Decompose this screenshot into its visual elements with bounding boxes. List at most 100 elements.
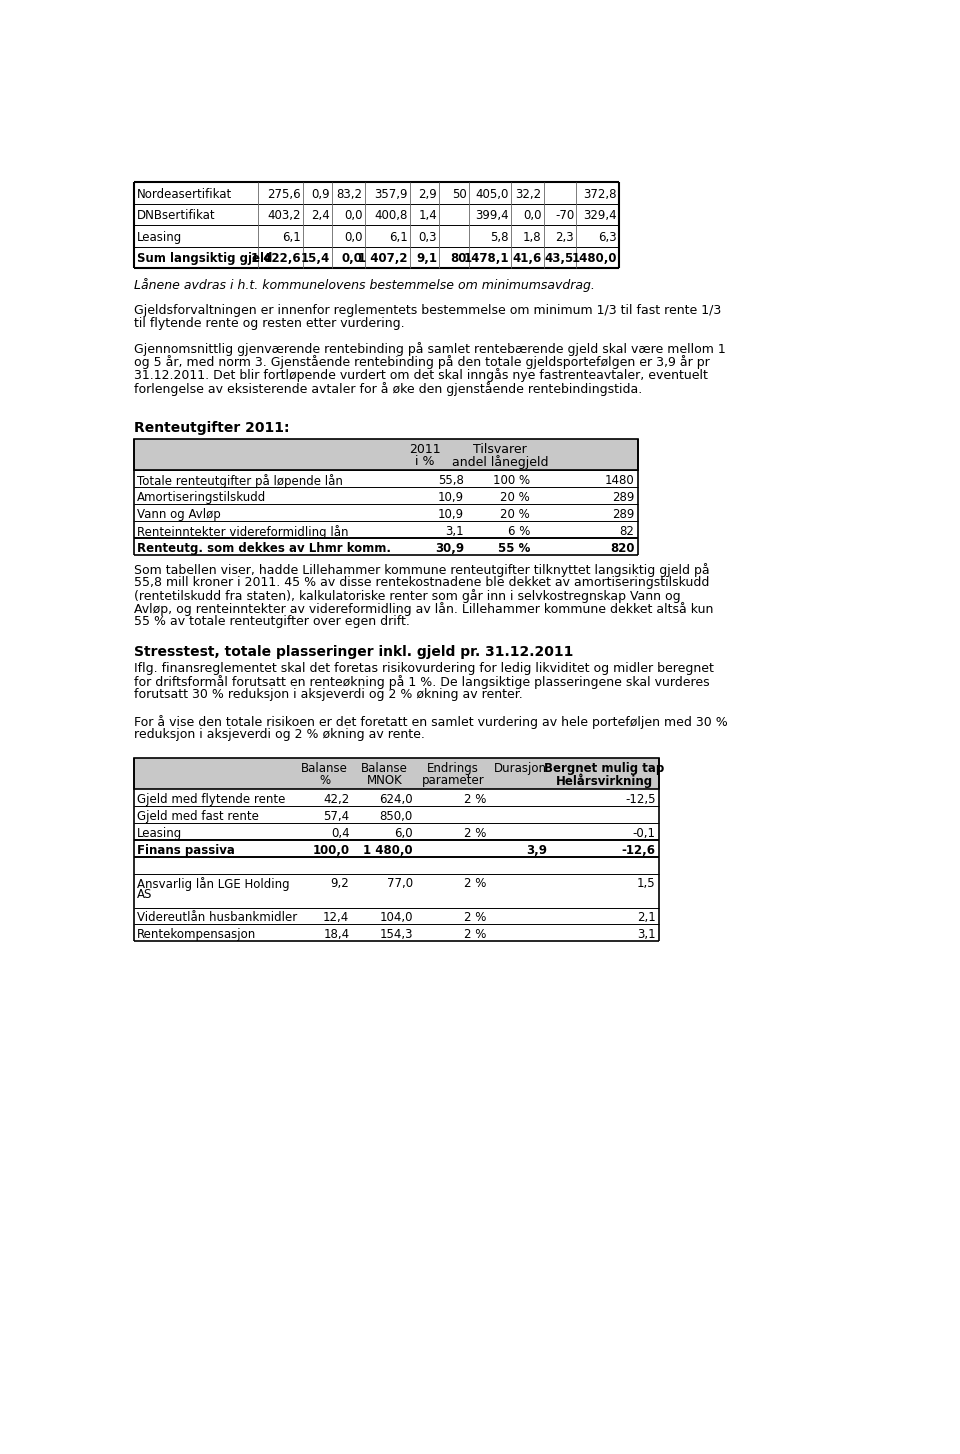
Text: 2 %: 2 % xyxy=(465,878,487,890)
Text: Bergnet mulig tap: Bergnet mulig tap xyxy=(544,762,664,775)
Text: Balanse: Balanse xyxy=(301,762,348,775)
Text: %: % xyxy=(319,774,330,787)
Text: 2,3: 2,3 xyxy=(556,231,574,244)
Text: 820: 820 xyxy=(611,542,635,555)
Text: Gjeld med fast rente: Gjeld med fast rente xyxy=(137,810,259,823)
Text: 289: 289 xyxy=(612,507,635,521)
Text: Tilsvarer: Tilsvarer xyxy=(473,443,527,457)
Text: 31.12.2011. Det blir fortløpende vurdert om det skal inngås nye fastrenteavtaler: 31.12.2011. Det blir fortløpende vurdert… xyxy=(134,368,708,382)
Text: 0,0: 0,0 xyxy=(342,252,363,265)
Text: 624,0: 624,0 xyxy=(379,792,413,806)
Text: 42,2: 42,2 xyxy=(324,792,349,806)
Text: 0,4: 0,4 xyxy=(331,827,349,839)
Text: 1 480,0: 1 480,0 xyxy=(363,843,413,856)
Text: 154,3: 154,3 xyxy=(379,928,413,941)
Text: 6 %: 6 % xyxy=(508,525,530,538)
Bar xyxy=(134,439,637,470)
Text: 399,4: 399,4 xyxy=(475,209,509,222)
Bar xyxy=(134,758,659,790)
Text: parameter: parameter xyxy=(421,774,484,787)
Text: DNBsertifikat: DNBsertifikat xyxy=(137,209,216,222)
Text: 104,0: 104,0 xyxy=(379,912,413,925)
Text: 403,2: 403,2 xyxy=(267,209,300,222)
Text: Leasing: Leasing xyxy=(137,827,182,839)
Text: 55 % av totale renteutgifter over egen drift.: 55 % av totale renteutgifter over egen d… xyxy=(134,615,410,628)
Text: 275,6: 275,6 xyxy=(267,188,300,201)
Text: Leasing: Leasing xyxy=(137,231,182,244)
Text: 1 407,2: 1 407,2 xyxy=(358,252,408,265)
Text: og 5 år, med norm 3. Gjenstående rentebinding på den totale gjeldsportefølgen er: og 5 år, med norm 3. Gjenstående rentebi… xyxy=(134,355,709,369)
Text: 100,0: 100,0 xyxy=(312,843,349,856)
Text: 400,8: 400,8 xyxy=(374,209,408,222)
Text: Stresstest, totale plasseringer inkl. gjeld pr. 31.12.2011: Stresstest, totale plasseringer inkl. gj… xyxy=(134,646,573,659)
Text: 9,2: 9,2 xyxy=(330,878,349,890)
Text: 0,0: 0,0 xyxy=(344,209,363,222)
Text: For å vise den totale risikoen er det foretatt en samlet vurdering av hele porte: For å vise den totale risikoen er det fo… xyxy=(134,715,728,728)
Text: 10,9: 10,9 xyxy=(438,507,464,521)
Text: Durasjon: Durasjon xyxy=(493,762,546,775)
Text: Lånene avdras i h.t. kommunelovens bestemmelse om minimumsavdrag.: Lånene avdras i h.t. kommunelovens beste… xyxy=(134,278,595,292)
Text: 2,9: 2,9 xyxy=(419,188,437,201)
Text: 1480: 1480 xyxy=(605,474,635,487)
Text: (rentetilskudd fra staten), kalkulatoriske renter som går inn i selvkostregnskap: (rentetilskudd fra staten), kalkulatoris… xyxy=(134,589,681,603)
Text: Totale renteutgifter på løpende lån: Totale renteutgifter på løpende lån xyxy=(137,474,343,489)
Text: 9,1: 9,1 xyxy=(416,252,437,265)
Text: 2 %: 2 % xyxy=(465,827,487,839)
Text: 1,4: 1,4 xyxy=(419,209,437,222)
Text: -12,6: -12,6 xyxy=(621,843,656,856)
Text: Gjeld med flytende rente: Gjeld med flytende rente xyxy=(137,792,285,806)
Text: Helårsvirkning: Helårsvirkning xyxy=(556,774,653,788)
Text: 6,0: 6,0 xyxy=(395,827,413,839)
Text: Gjeldsforvaltningen er innenfor reglementets bestemmelse om minimum 1/3 til fast: Gjeldsforvaltningen er innenfor reglemen… xyxy=(134,304,721,317)
Text: 80: 80 xyxy=(450,252,467,265)
Text: 6,1: 6,1 xyxy=(389,231,408,244)
Text: 0,3: 0,3 xyxy=(419,231,437,244)
Text: 2011: 2011 xyxy=(409,443,441,457)
Text: 2,1: 2,1 xyxy=(636,912,656,925)
Text: 357,9: 357,9 xyxy=(374,188,408,201)
Text: 55 %: 55 % xyxy=(497,542,530,555)
Text: 41,6: 41,6 xyxy=(513,252,541,265)
Text: 1,5: 1,5 xyxy=(636,878,656,890)
Text: 3,1: 3,1 xyxy=(636,928,656,941)
Text: 2 %: 2 % xyxy=(465,792,487,806)
Text: AS: AS xyxy=(137,888,153,901)
Text: 1480,0: 1480,0 xyxy=(571,252,616,265)
Text: 10,9: 10,9 xyxy=(438,491,464,505)
Text: Rentekompensasjon: Rentekompensasjon xyxy=(137,928,256,941)
Text: 6,1: 6,1 xyxy=(282,231,300,244)
Text: 50: 50 xyxy=(451,188,467,201)
Text: Som tabellen viser, hadde Lillehammer kommune renteutgifter tilknyttet langsikti: Som tabellen viser, hadde Lillehammer ko… xyxy=(134,563,709,577)
Text: reduksjon i aksjeverdi og 2 % økning av rente.: reduksjon i aksjeverdi og 2 % økning av … xyxy=(134,728,425,742)
Text: 12,4: 12,4 xyxy=(324,912,349,925)
Text: 0,9: 0,9 xyxy=(311,188,330,201)
Text: 2 %: 2 % xyxy=(465,912,487,925)
Text: andel lånegjeld: andel lånegjeld xyxy=(452,455,548,468)
Text: Vann og Avløp: Vann og Avløp xyxy=(137,507,221,521)
Text: Finans passiva: Finans passiva xyxy=(137,843,235,856)
Text: forlengelse av eksisterende avtaler for å øke den gjenstående rentebindingstida.: forlengelse av eksisterende avtaler for … xyxy=(134,381,642,395)
Text: 3,9: 3,9 xyxy=(526,843,547,856)
Text: 20 %: 20 % xyxy=(500,491,530,505)
Text: i %: i % xyxy=(415,455,434,468)
Text: 1 422,6: 1 422,6 xyxy=(251,252,300,265)
Text: 30,9: 30,9 xyxy=(435,542,464,555)
Text: 850,0: 850,0 xyxy=(380,810,413,823)
Text: Renteutgifter 2011:: Renteutgifter 2011: xyxy=(134,420,290,435)
Text: 18,4: 18,4 xyxy=(324,928,349,941)
Text: 329,4: 329,4 xyxy=(583,209,616,222)
Text: Renteinntekter videreformidling lån: Renteinntekter videreformidling lån xyxy=(137,525,348,539)
Text: 77,0: 77,0 xyxy=(387,878,413,890)
Text: 100 %: 100 % xyxy=(492,474,530,487)
Text: 0,0: 0,0 xyxy=(344,231,363,244)
Text: 0,0: 0,0 xyxy=(523,209,541,222)
Text: 3,1: 3,1 xyxy=(445,525,464,538)
Text: Amortiseringstilskudd: Amortiseringstilskudd xyxy=(137,491,266,505)
Text: 32,2: 32,2 xyxy=(516,188,541,201)
Text: til flytende rente og resten etter vurdering.: til flytende rente og resten etter vurde… xyxy=(134,317,404,330)
Text: Gjennomsnittlig gjenværende rentebinding på samlet rentebærende gjeld skal være : Gjennomsnittlig gjenværende rentebinding… xyxy=(134,342,726,356)
Text: MNOK: MNOK xyxy=(367,774,402,787)
Text: Endrings: Endrings xyxy=(427,762,479,775)
Text: -70: -70 xyxy=(555,209,574,222)
Text: Iflg. finansreglementet skal det foretas risikovurdering for ledig likviditet og: Iflg. finansreglementet skal det foretas… xyxy=(134,662,714,675)
